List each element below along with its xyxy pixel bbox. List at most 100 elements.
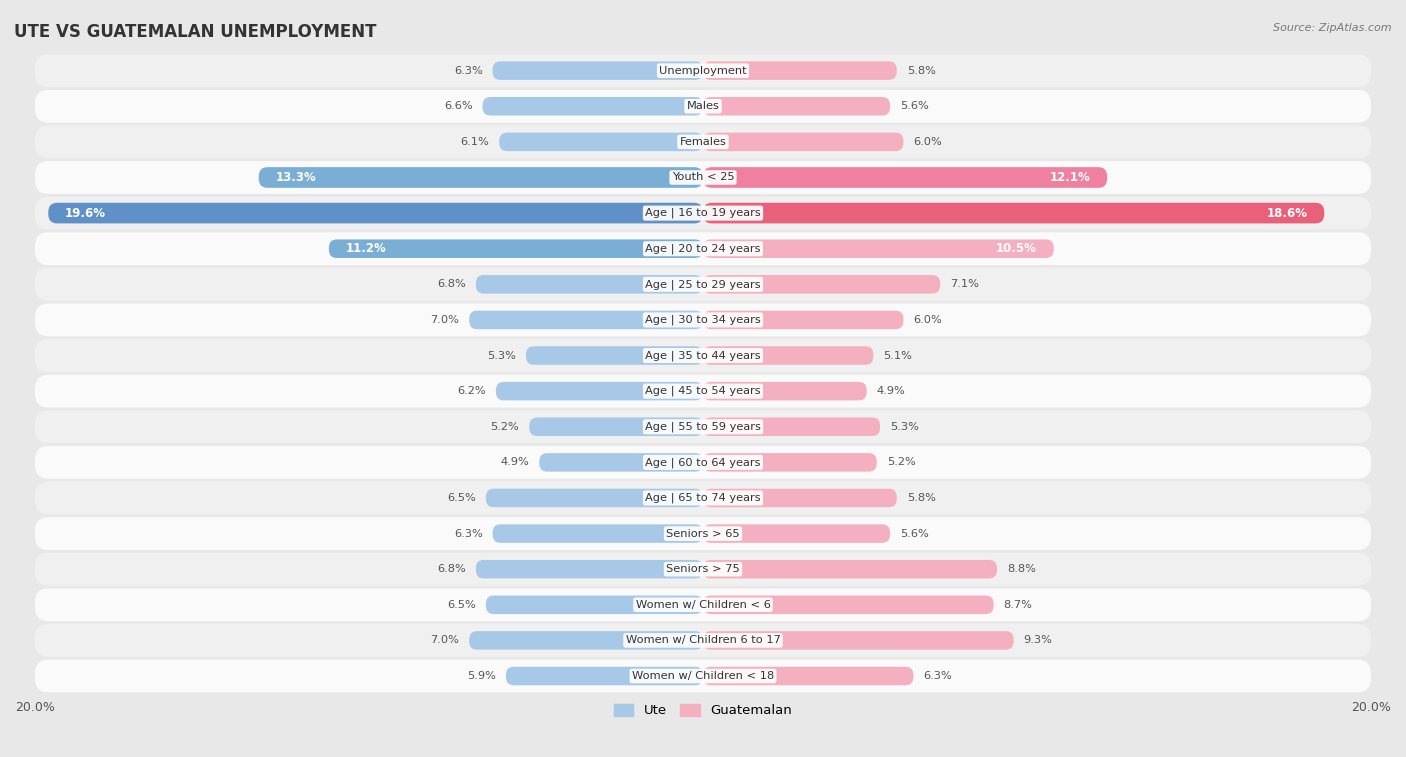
Text: 6.3%: 6.3% [924, 671, 952, 681]
Text: 5.3%: 5.3% [486, 350, 516, 360]
Text: 6.3%: 6.3% [454, 528, 482, 538]
FancyBboxPatch shape [703, 132, 904, 151]
Text: 19.6%: 19.6% [65, 207, 105, 220]
Text: 6.5%: 6.5% [447, 493, 475, 503]
FancyBboxPatch shape [499, 132, 703, 151]
Text: 10.5%: 10.5% [997, 242, 1038, 255]
FancyBboxPatch shape [35, 55, 1371, 87]
FancyBboxPatch shape [35, 517, 1371, 550]
Text: Age | 30 to 34 years: Age | 30 to 34 years [645, 315, 761, 326]
Text: 11.2%: 11.2% [346, 242, 387, 255]
FancyBboxPatch shape [35, 126, 1371, 158]
Text: 5.1%: 5.1% [883, 350, 912, 360]
FancyBboxPatch shape [35, 659, 1371, 693]
Text: Women w/ Children < 18: Women w/ Children < 18 [631, 671, 775, 681]
Text: 13.3%: 13.3% [276, 171, 316, 184]
FancyBboxPatch shape [703, 631, 1014, 650]
Legend: Ute, Guatemalan: Ute, Guatemalan [609, 699, 797, 722]
Text: 6.5%: 6.5% [447, 600, 475, 610]
FancyBboxPatch shape [486, 596, 703, 614]
Text: Women w/ Children 6 to 17: Women w/ Children 6 to 17 [626, 635, 780, 646]
Text: 18.6%: 18.6% [1267, 207, 1308, 220]
Text: 5.2%: 5.2% [887, 457, 915, 467]
FancyBboxPatch shape [475, 560, 703, 578]
FancyBboxPatch shape [703, 382, 866, 400]
FancyBboxPatch shape [35, 304, 1371, 336]
Text: Age | 25 to 29 years: Age | 25 to 29 years [645, 279, 761, 290]
FancyBboxPatch shape [470, 631, 703, 650]
Text: 6.0%: 6.0% [914, 137, 942, 147]
Text: Women w/ Children < 6: Women w/ Children < 6 [636, 600, 770, 610]
Text: 5.8%: 5.8% [907, 66, 935, 76]
Text: Age | 65 to 74 years: Age | 65 to 74 years [645, 493, 761, 503]
Text: 5.6%: 5.6% [900, 101, 929, 111]
FancyBboxPatch shape [35, 268, 1371, 301]
FancyBboxPatch shape [703, 489, 897, 507]
FancyBboxPatch shape [703, 667, 914, 685]
FancyBboxPatch shape [35, 197, 1371, 229]
FancyBboxPatch shape [703, 61, 897, 80]
Text: 7.0%: 7.0% [430, 315, 460, 325]
Text: 6.2%: 6.2% [457, 386, 486, 396]
Text: 4.9%: 4.9% [501, 457, 529, 467]
Text: 12.1%: 12.1% [1050, 171, 1091, 184]
FancyBboxPatch shape [703, 453, 877, 472]
Text: Females: Females [679, 137, 727, 147]
FancyBboxPatch shape [475, 275, 703, 294]
Text: Seniors > 65: Seniors > 65 [666, 528, 740, 538]
FancyBboxPatch shape [703, 239, 1053, 258]
Text: 6.3%: 6.3% [454, 66, 482, 76]
Text: 6.8%: 6.8% [437, 279, 465, 289]
Text: 6.0%: 6.0% [914, 315, 942, 325]
FancyBboxPatch shape [35, 232, 1371, 265]
Text: UTE VS GUATEMALAN UNEMPLOYMENT: UTE VS GUATEMALAN UNEMPLOYMENT [14, 23, 377, 41]
FancyBboxPatch shape [259, 167, 703, 188]
FancyBboxPatch shape [703, 203, 1324, 223]
FancyBboxPatch shape [35, 446, 1371, 478]
FancyBboxPatch shape [35, 624, 1371, 657]
Text: 6.6%: 6.6% [444, 101, 472, 111]
FancyBboxPatch shape [703, 97, 890, 116]
FancyBboxPatch shape [35, 410, 1371, 443]
FancyBboxPatch shape [703, 525, 890, 543]
FancyBboxPatch shape [703, 346, 873, 365]
FancyBboxPatch shape [492, 525, 703, 543]
Text: 8.7%: 8.7% [1004, 600, 1032, 610]
FancyBboxPatch shape [35, 553, 1371, 586]
FancyBboxPatch shape [482, 97, 703, 116]
FancyBboxPatch shape [486, 489, 703, 507]
Text: 5.2%: 5.2% [491, 422, 519, 431]
FancyBboxPatch shape [703, 310, 904, 329]
Text: Youth < 25: Youth < 25 [672, 173, 734, 182]
Text: 9.3%: 9.3% [1024, 635, 1053, 646]
Text: 8.8%: 8.8% [1007, 564, 1036, 575]
FancyBboxPatch shape [703, 167, 1107, 188]
Text: Source: ZipAtlas.com: Source: ZipAtlas.com [1274, 23, 1392, 33]
FancyBboxPatch shape [703, 596, 994, 614]
FancyBboxPatch shape [703, 560, 997, 578]
FancyBboxPatch shape [35, 339, 1371, 372]
Text: Age | 55 to 59 years: Age | 55 to 59 years [645, 422, 761, 432]
Text: 7.1%: 7.1% [950, 279, 979, 289]
FancyBboxPatch shape [35, 161, 1371, 194]
Text: 7.0%: 7.0% [430, 635, 460, 646]
FancyBboxPatch shape [703, 275, 941, 294]
Text: Age | 60 to 64 years: Age | 60 to 64 years [645, 457, 761, 468]
Text: 6.1%: 6.1% [461, 137, 489, 147]
FancyBboxPatch shape [492, 61, 703, 80]
Text: Age | 35 to 44 years: Age | 35 to 44 years [645, 350, 761, 361]
FancyBboxPatch shape [496, 382, 703, 400]
FancyBboxPatch shape [540, 453, 703, 472]
FancyBboxPatch shape [470, 310, 703, 329]
FancyBboxPatch shape [35, 481, 1371, 514]
Text: Males: Males [686, 101, 720, 111]
Text: 5.3%: 5.3% [890, 422, 920, 431]
FancyBboxPatch shape [35, 90, 1371, 123]
FancyBboxPatch shape [48, 203, 703, 223]
FancyBboxPatch shape [506, 667, 703, 685]
Text: Age | 20 to 24 years: Age | 20 to 24 years [645, 244, 761, 254]
Text: 6.8%: 6.8% [437, 564, 465, 575]
FancyBboxPatch shape [35, 375, 1371, 407]
Text: 5.6%: 5.6% [900, 528, 929, 538]
FancyBboxPatch shape [35, 588, 1371, 621]
